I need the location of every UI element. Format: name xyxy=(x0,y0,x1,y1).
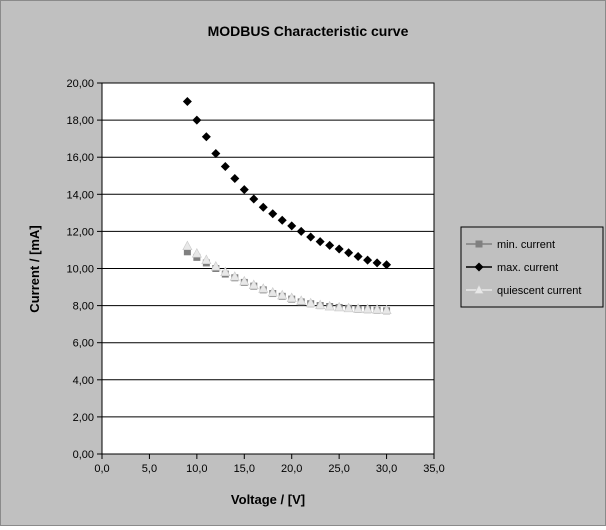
max-current-point xyxy=(201,132,211,142)
y-tick-label: 4,00 xyxy=(73,375,94,387)
max-current-point xyxy=(353,251,363,261)
quiescent-current-point xyxy=(229,271,240,281)
quiescent-current-point xyxy=(191,248,202,258)
data-points xyxy=(182,97,392,315)
legend: min. current max. current quiescent curren… xyxy=(460,226,604,308)
max-current-point xyxy=(239,185,249,195)
x-tick-label: 35,0 xyxy=(423,463,444,475)
max-current-point xyxy=(382,260,392,270)
quiescent-current-point xyxy=(334,301,345,312)
max-current-point xyxy=(315,237,325,247)
quiescent-current-point xyxy=(315,299,326,310)
y-tick-label: 8,00 xyxy=(73,301,94,313)
min-current-point xyxy=(183,248,191,256)
legend-min-current-marker xyxy=(475,240,483,248)
x-tick-label: 25,0 xyxy=(328,463,349,475)
y-tick-label: 16,00 xyxy=(66,152,94,164)
max-current-point xyxy=(211,148,221,158)
max-current-point xyxy=(182,97,192,107)
legend-label: min. current xyxy=(497,239,555,251)
quiescent-current-point xyxy=(248,279,259,289)
legend-max-current-marker xyxy=(474,262,484,272)
max-current-point xyxy=(220,161,230,171)
quiescent-current-point xyxy=(258,283,269,293)
quiescent-current-point xyxy=(305,297,316,308)
quiescent-current-point xyxy=(277,289,288,300)
legend-label: max. current xyxy=(497,262,558,274)
x-tick-label: 5,0 xyxy=(142,463,157,475)
x-tick-labels: 0,0 5,0 10,0 15,0 20,0 25,0 30,0 35,0 xyxy=(94,463,444,475)
legend-quiescent-current-marker xyxy=(474,284,484,294)
max-current-point xyxy=(277,215,287,225)
quiescent-current-point xyxy=(372,304,383,314)
quiescent-current-point xyxy=(182,240,193,251)
y-tick-label: 20,00 xyxy=(66,78,94,90)
quiescent-current-point xyxy=(286,292,297,302)
x-tick-label: 30,0 xyxy=(376,463,397,475)
quiescent-current-point xyxy=(324,300,335,311)
max-current-point xyxy=(334,244,344,254)
y-axis-label: Current / [mA] xyxy=(27,225,42,312)
max-current-point xyxy=(192,115,202,125)
quiescent-current-point xyxy=(220,266,231,277)
max-current-point xyxy=(344,248,354,258)
x-tick-label: 0,0 xyxy=(94,463,109,475)
quiescent-current-point xyxy=(239,275,250,286)
max-current-point xyxy=(306,232,316,242)
max-current-point xyxy=(258,202,268,212)
max-current-point xyxy=(287,221,297,231)
chart-title: MODBUS Characteristic curve xyxy=(208,23,409,39)
y-tick-label: 2,00 xyxy=(73,412,94,424)
y-tick-label: 18,00 xyxy=(66,115,94,127)
x-axis-label: Voltage / [V] xyxy=(231,492,305,507)
quiescent-current-point xyxy=(381,304,392,315)
y-tick-label: 6,00 xyxy=(73,338,94,350)
y-tick-label: 10,00 xyxy=(66,264,94,276)
quiescent-current-point xyxy=(362,303,373,314)
max-current-point xyxy=(249,194,259,204)
max-current-point xyxy=(325,240,335,250)
max-current-point xyxy=(230,174,240,184)
legend-label: quiescent current xyxy=(497,285,581,297)
x-tick-label: 20,0 xyxy=(281,463,302,475)
max-current-point xyxy=(296,226,306,236)
legend-items: min. current max. current quiescent curren… xyxy=(466,239,581,297)
quiescent-current-point xyxy=(353,303,364,313)
quiescent-current-point xyxy=(201,254,212,264)
max-current-point xyxy=(268,209,278,219)
quiescent-current-point xyxy=(296,295,307,305)
max-current-point xyxy=(363,255,373,265)
y-tick-label: 0,00 xyxy=(73,449,94,461)
quiescent-current-point xyxy=(210,261,221,271)
quiescent-current-point xyxy=(343,302,354,313)
y-tick-label: 12,00 xyxy=(66,226,94,238)
x-tick-label: 15,0 xyxy=(234,463,255,475)
y-tick-labels: 0,00 2,00 4,00 6,00 8,00 10,00 12,00 14,00 16,00… xyxy=(66,78,94,461)
gridlines xyxy=(97,82,435,459)
max-current-point xyxy=(372,258,382,268)
y-tick-label: 14,00 xyxy=(66,189,94,201)
quiescent-current-point xyxy=(267,286,278,297)
x-tick-label: 10,0 xyxy=(186,463,207,475)
